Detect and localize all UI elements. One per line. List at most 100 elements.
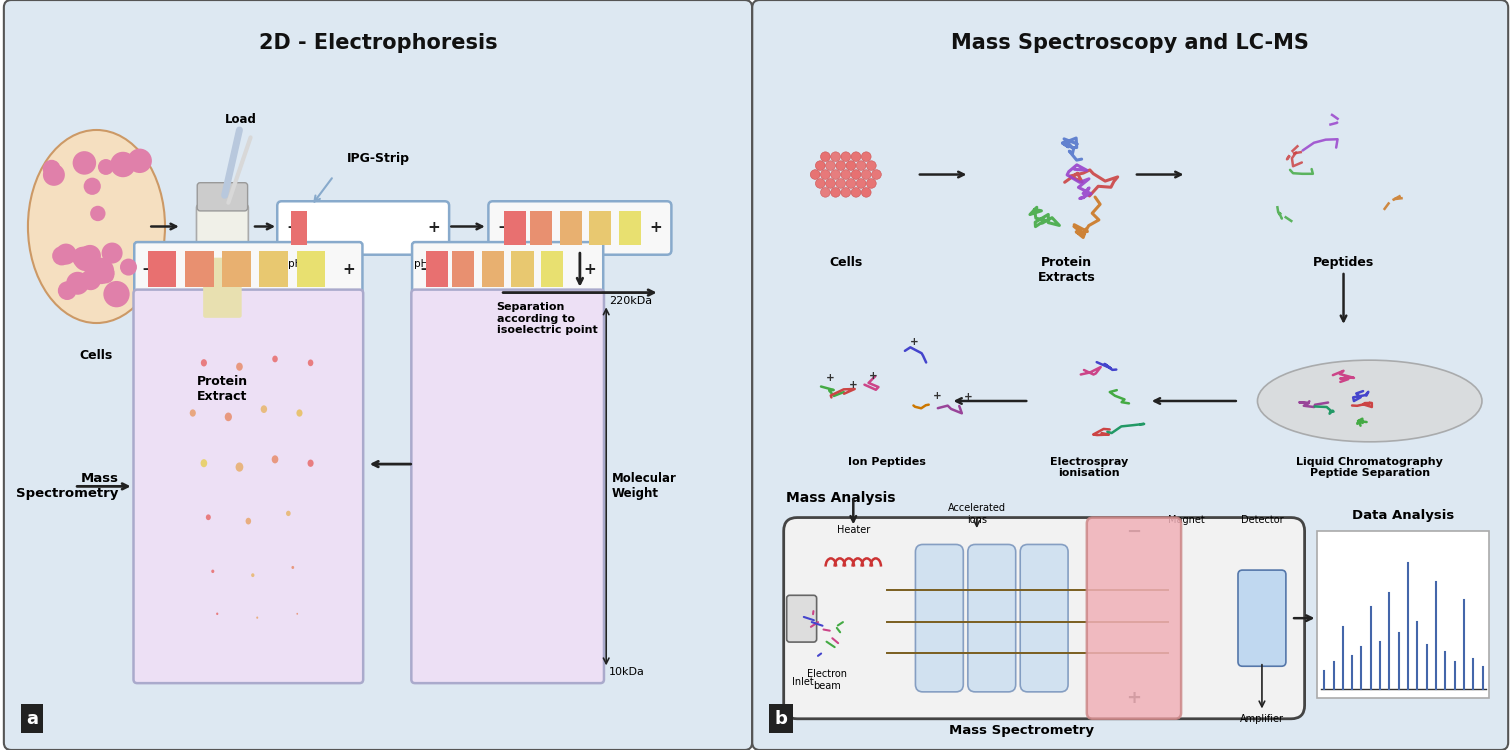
FancyBboxPatch shape	[5, 0, 751, 750]
Circle shape	[841, 188, 851, 197]
Bar	[426, 251, 449, 287]
FancyBboxPatch shape	[783, 518, 1305, 718]
Ellipse shape	[189, 410, 197, 417]
Text: −: −	[1126, 524, 1142, 542]
Text: Mass Spectroscopy and LC-MS: Mass Spectroscopy and LC-MS	[951, 34, 1309, 53]
Ellipse shape	[1258, 360, 1482, 442]
Ellipse shape	[201, 359, 207, 367]
Text: Electron
beam: Electron beam	[807, 669, 847, 691]
Text: Load: Load	[225, 113, 257, 126]
Text: +: +	[342, 262, 355, 277]
Text: IPG-Strip: IPG-Strip	[346, 152, 410, 165]
Text: pH 4: pH 4	[414, 260, 438, 269]
Ellipse shape	[236, 363, 243, 370]
Ellipse shape	[206, 514, 210, 520]
FancyBboxPatch shape	[915, 544, 963, 692]
Text: +: +	[826, 373, 835, 382]
Circle shape	[836, 160, 845, 170]
FancyBboxPatch shape	[1021, 544, 1067, 692]
Text: Ion Peptides: Ion Peptides	[848, 457, 925, 466]
Circle shape	[73, 247, 94, 268]
Circle shape	[856, 160, 866, 170]
Text: −: −	[286, 220, 299, 236]
Text: −: −	[497, 220, 510, 236]
Ellipse shape	[256, 616, 259, 619]
Bar	[529, 211, 552, 245]
FancyBboxPatch shape	[1238, 570, 1285, 666]
Ellipse shape	[272, 356, 278, 362]
FancyBboxPatch shape	[753, 0, 1507, 750]
FancyBboxPatch shape	[413, 242, 603, 296]
Circle shape	[98, 159, 113, 175]
Circle shape	[851, 152, 860, 161]
Text: +: +	[963, 392, 972, 402]
FancyBboxPatch shape	[133, 290, 363, 683]
Ellipse shape	[307, 460, 313, 467]
Bar	[260, 251, 287, 287]
Ellipse shape	[296, 613, 298, 615]
Ellipse shape	[251, 573, 254, 577]
Text: Inlet: Inlet	[792, 676, 813, 687]
Text: Mass Spectrometry: Mass Spectrometry	[950, 724, 1095, 737]
Text: +: +	[1126, 689, 1142, 707]
Circle shape	[841, 152, 851, 161]
Ellipse shape	[260, 405, 268, 413]
Circle shape	[101, 242, 122, 263]
Circle shape	[67, 272, 89, 295]
Circle shape	[821, 152, 830, 161]
Circle shape	[98, 266, 115, 280]
Circle shape	[119, 259, 138, 275]
Text: +: +	[650, 220, 662, 236]
Circle shape	[841, 170, 851, 179]
Circle shape	[815, 160, 826, 170]
Text: +: +	[910, 337, 918, 347]
Ellipse shape	[286, 511, 290, 516]
Circle shape	[73, 152, 97, 175]
Text: pH 9: pH 9	[289, 260, 313, 269]
Circle shape	[836, 178, 845, 188]
Text: Detector: Detector	[1241, 515, 1284, 525]
Ellipse shape	[292, 566, 295, 569]
Text: Data Analysis: Data Analysis	[1352, 509, 1455, 522]
Circle shape	[74, 247, 98, 271]
Circle shape	[862, 170, 871, 179]
Text: Magnet: Magnet	[1167, 515, 1205, 525]
Text: −: −	[142, 262, 154, 277]
Text: b: b	[774, 710, 788, 728]
Text: Protein
Extracts: Protein Extracts	[1037, 256, 1096, 284]
Circle shape	[866, 178, 877, 188]
Text: Amplifier: Amplifier	[1240, 714, 1284, 724]
Circle shape	[847, 160, 856, 170]
FancyBboxPatch shape	[411, 290, 603, 683]
Circle shape	[51, 246, 71, 266]
Bar	[290, 211, 307, 245]
Circle shape	[830, 188, 841, 197]
Circle shape	[856, 178, 866, 188]
Text: a: a	[26, 710, 38, 728]
Text: Peptides: Peptides	[1312, 256, 1374, 269]
Bar	[511, 251, 534, 287]
Circle shape	[98, 267, 115, 284]
Circle shape	[851, 170, 860, 179]
Circle shape	[847, 178, 856, 188]
Ellipse shape	[296, 410, 302, 417]
Circle shape	[57, 281, 77, 300]
Ellipse shape	[225, 413, 231, 422]
Bar	[618, 211, 641, 245]
Ellipse shape	[308, 359, 313, 366]
Bar	[148, 251, 177, 287]
Text: +: +	[584, 262, 596, 277]
Circle shape	[127, 148, 151, 173]
Circle shape	[810, 170, 820, 179]
Circle shape	[56, 244, 77, 265]
Circle shape	[826, 178, 835, 188]
Ellipse shape	[272, 455, 278, 464]
Circle shape	[91, 206, 106, 221]
FancyBboxPatch shape	[786, 596, 816, 642]
FancyBboxPatch shape	[197, 183, 248, 211]
Text: Protein
Extract: Protein Extract	[197, 375, 248, 403]
Text: −: −	[419, 262, 432, 277]
Bar	[559, 211, 582, 245]
FancyBboxPatch shape	[277, 201, 449, 255]
Circle shape	[830, 152, 841, 161]
